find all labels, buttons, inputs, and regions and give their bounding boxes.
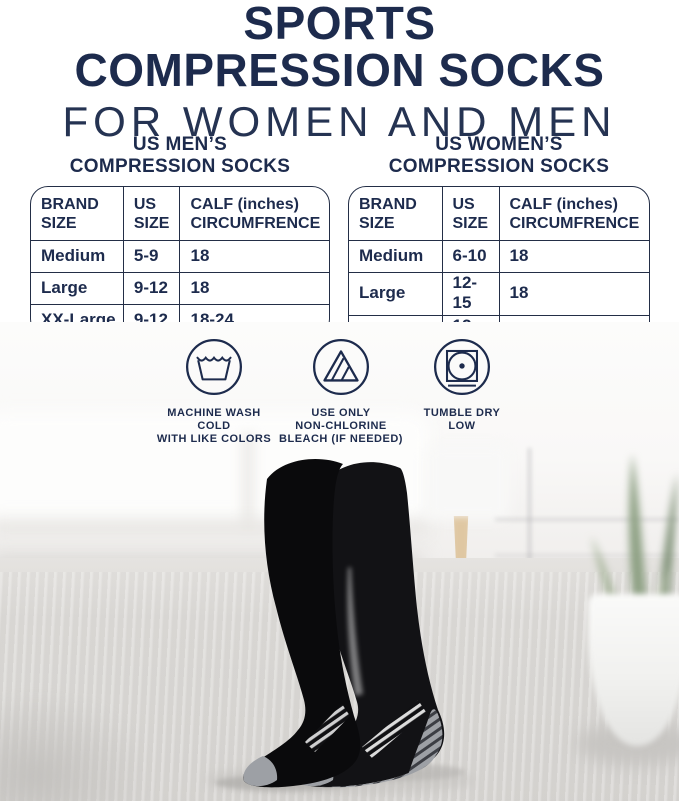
title-line-1: SPORTS [243, 0, 436, 49]
page-title: SPORTS COMPRESSION SOCKS FOR WOMEN AND M… [0, 0, 679, 144]
size-cell: Medium [31, 240, 124, 273]
window-frame-line [495, 518, 679, 521]
size-cell: Medium [349, 240, 443, 273]
size-cell: 5-9 [123, 240, 181, 273]
machine-wash-icon [185, 338, 243, 396]
size-cell: 18 [179, 272, 329, 305]
table-row: Large 12-15 18 [349, 272, 649, 316]
page-subtitle: FOR WOMEN AND MEN [62, 98, 617, 145]
window-frame-line [528, 448, 531, 644]
care-label: MACHINE WASH COLD WITH LIKE COLORS [156, 407, 272, 445]
womens-table-title-line-2: COMPRESSION SOCKS [388, 156, 610, 177]
size-cell: 18 [499, 240, 649, 273]
compression-socks-pair [205, 458, 475, 795]
mens-size-table: BRAND SIZE US SIZE CALF (inches) CIRCUMF… [30, 186, 330, 337]
table-row: Medium 5-9 18 [31, 240, 329, 273]
womens-table-title-line-1: US WOMEN’S [435, 134, 563, 155]
mens-table-title-line-2: COMPRESSION SOCKS [69, 156, 291, 177]
care-label: USE ONLY NON-CHLORINE BLEACH (IF NEEDED) [279, 407, 403, 445]
care-item-tumble-dry: TUMBLE DRY LOW [397, 336, 527, 433]
column-header-us-size: US SIZE [442, 187, 500, 241]
column-header-brand-size: BRAND SIZE [349, 187, 443, 241]
sock-highlight [347, 567, 363, 696]
table-row: Medium 6-10 18 [349, 240, 649, 273]
carpet-shadow-patch [0, 692, 150, 801]
column-header-brand-size: BRAND SIZE [31, 187, 124, 241]
size-cell: 18 [179, 240, 329, 273]
size-cell: Large [31, 272, 124, 305]
womens-table-title: US WOMEN’S COMPRESSION SOCKS [348, 134, 650, 178]
title-line-2: COMPRESSION SOCKS [74, 44, 605, 96]
size-cell: 18 [499, 272, 649, 316]
stool [426, 446, 510, 520]
care-item-machine-wash: MACHINE WASH COLD WITH LIKE COLORS [150, 336, 278, 446]
tumble-dry-icon [433, 338, 491, 396]
size-cell: 9-12 [123, 272, 181, 305]
care-item-bleach: USE ONLY NON-CHLORINE BLEACH (IF NEEDED) [276, 336, 406, 446]
mens-table-title-line-1: US MEN’S [132, 134, 228, 155]
product-photo [0, 322, 679, 801]
care-label: TUMBLE DRY LOW [423, 407, 501, 432]
column-header-us-size: US SIZE [123, 187, 181, 241]
mens-size-section: US MEN’S COMPRESSION SOCKS BRAND SIZE US… [30, 134, 330, 337]
sofa-cushion-seam [243, 434, 253, 529]
non-chlorine-bleach-icon [312, 338, 370, 396]
mens-table-title: US MEN’S COMPRESSION SOCKS [30, 134, 330, 178]
table-header-row: BRAND SIZE US SIZE CALF (inches) CIRCUMF… [31, 187, 329, 241]
front-sock [243, 458, 361, 788]
window-frame-line [495, 554, 679, 557]
size-cell: 6-10 [442, 240, 500, 273]
table-header-row: BRAND SIZE US SIZE CALF (inches) CIRCUMF… [349, 187, 649, 241]
column-header-calf: CALF (inches) CIRCUMFRENCE [179, 187, 329, 241]
column-header-calf: CALF (inches) CIRCUMFRENCE [499, 187, 649, 241]
table-row: Large 9-12 18 [31, 272, 329, 305]
size-cell: 12-15 [442, 272, 500, 316]
size-cell: Large [349, 272, 443, 316]
